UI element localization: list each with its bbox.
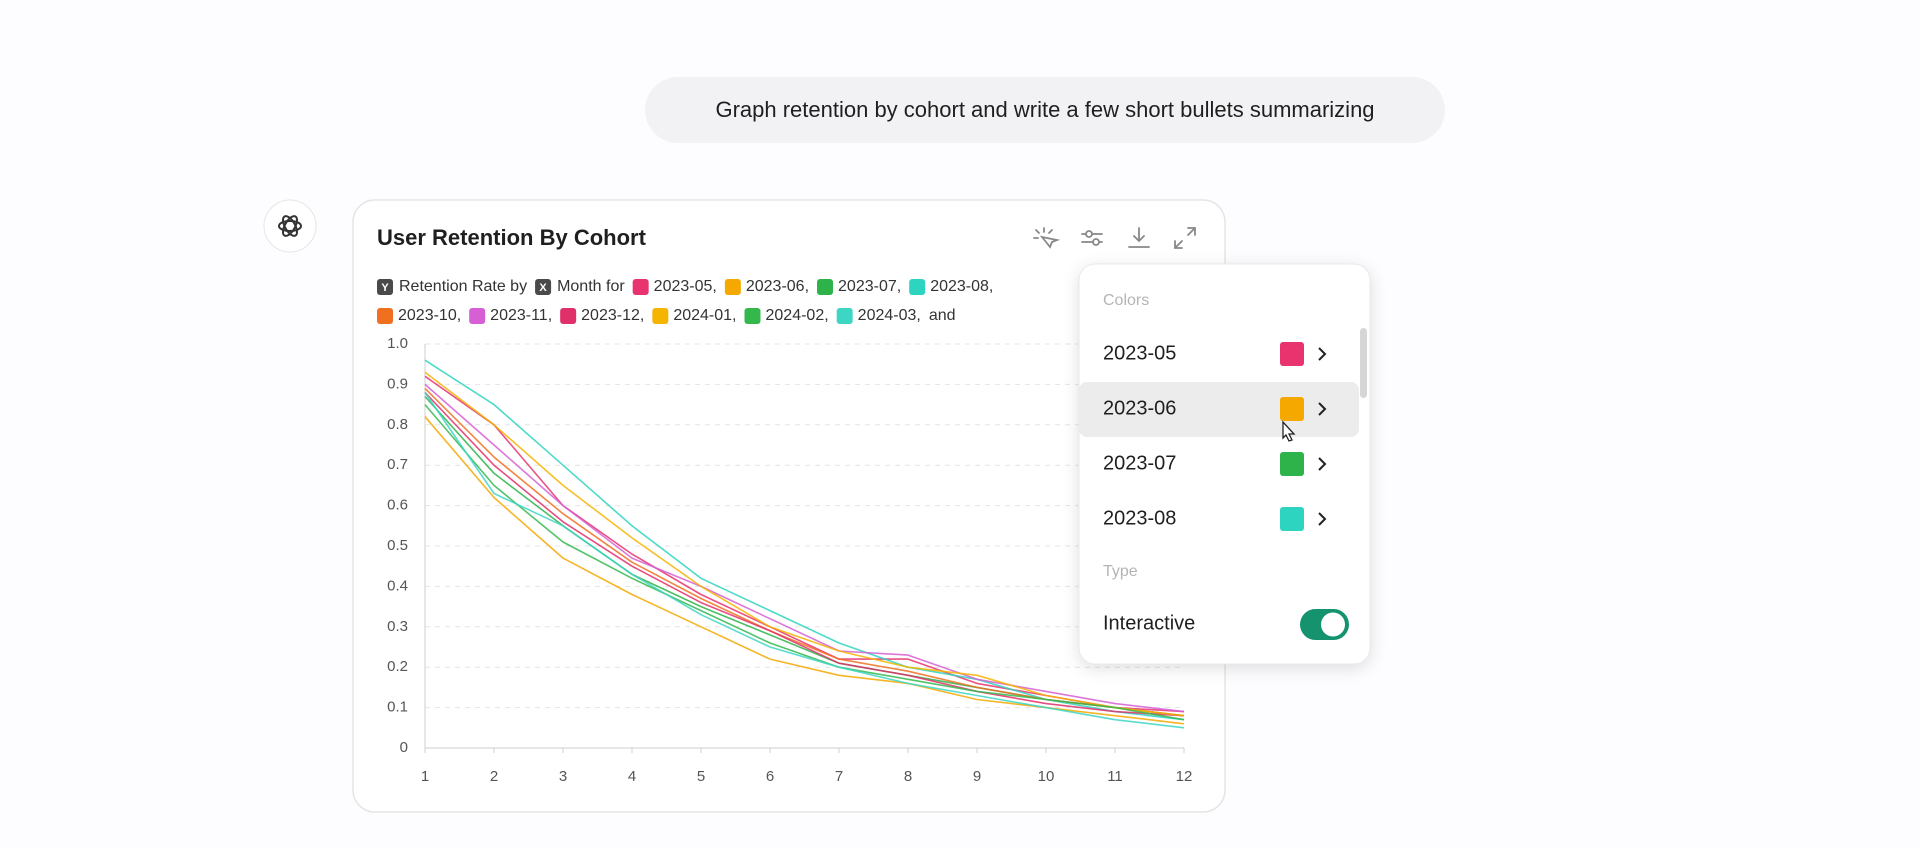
- chevron[interactable]: [1318, 402, 1327, 416]
- color-swatch[interactable]: [1280, 342, 1304, 366]
- cursor: [1282, 420, 1296, 442]
- legend-entry: 2023-07: [838, 278, 897, 295]
- legend-separator: ,: [732, 307, 736, 324]
- legend-entry: 2024-02: [766, 307, 825, 324]
- color-row-label[interactable]: 2023-08: [1103, 507, 1176, 529]
- y-tick-label: 0.2: [387, 658, 408, 675]
- legend-entry: 2024-01: [673, 307, 732, 324]
- legend-entry: 2024-03: [858, 307, 917, 324]
- x-tick-label: 4: [628, 768, 636, 785]
- legend-badge: [535, 279, 552, 295]
- legend-swatch[interactable]: [632, 279, 649, 295]
- legend-swatch[interactable]: [469, 308, 486, 324]
- legend-entry: 2023-06: [746, 278, 805, 295]
- legend-swatch[interactable]: [377, 308, 393, 324]
- series-line: [424, 404, 1185, 721]
- legend-text: Retention Rate by: [399, 278, 527, 295]
- legend-separator: ,: [805, 278, 809, 295]
- x-tick-label: 11: [1107, 768, 1123, 785]
- color-swatch[interactable]: [1280, 507, 1304, 531]
- y-tick-label: 0.6: [387, 497, 408, 514]
- legend-badge-text: Y: [381, 282, 389, 294]
- message-text: Graph retention by cohort and write a fe…: [715, 97, 1374, 122]
- series-line: [424, 371, 1185, 717]
- series-line: [424, 392, 1185, 729]
- legend: Y Retention Rate by X Month for 2023-05, 2023…: [377, 278, 993, 324]
- chevron[interactable]: [1318, 347, 1327, 361]
- legend-separator: ,: [824, 307, 828, 324]
- y-tick-label: 0.4: [387, 577, 408, 594]
- y-tick-label: 0.1: [387, 699, 408, 716]
- legend-entry: 2023-10: [398, 307, 457, 324]
- legend-separator: ,: [916, 307, 920, 324]
- legend-badge: [377, 279, 393, 295]
- y-tick-label: 0: [400, 739, 408, 756]
- popover-section-label: Type: [1103, 563, 1138, 580]
- chart-title: User Retention By Cohort: [377, 225, 647, 250]
- plot: 00.10.20.30.40.50.60.70.80.91.01 2 3 4 5 6 7 8 9…: [387, 335, 1192, 785]
- message-bubble: [645, 77, 1445, 143]
- y-tick-label: 0.8: [387, 416, 408, 433]
- legend-separator: ,: [640, 307, 644, 324]
- x-tick-label: 7: [835, 768, 843, 785]
- y-tick-label: 0.3: [387, 618, 408, 635]
- legend-text: and: [929, 307, 956, 324]
- legend-entry: 2023-08: [930, 278, 989, 295]
- color-row-label[interactable]: 2023-06: [1103, 397, 1176, 419]
- y-tick-label: 1.0: [387, 335, 408, 352]
- x-tick-label: 9: [973, 768, 981, 785]
- legend-entry: 2023-11: [490, 307, 548, 324]
- chevron[interactable]: [1318, 457, 1327, 471]
- legend-swatch[interactable]: [724, 279, 741, 295]
- legend-swatch[interactable]: [744, 308, 761, 324]
- legend-separator: ,: [457, 307, 461, 324]
- y-tick-label: 0.9: [387, 375, 408, 392]
- popover-section-label: Colors: [1103, 292, 1149, 309]
- x-tick-label: 8: [904, 768, 912, 785]
- series-line: [424, 391, 1185, 717]
- download-icon[interactable]: [1128, 227, 1150, 248]
- toggle-knob: [1321, 612, 1345, 637]
- legend-swatch[interactable]: [560, 308, 577, 324]
- x-tick-label: 1: [421, 768, 429, 785]
- x-tick-label: 6: [766, 768, 774, 785]
- avatar-logo: [278, 215, 302, 237]
- y-tick-label: 0.5: [387, 537, 408, 554]
- chart-settings-popover: Colors Type Interactive 2023-05 2023-06 20…: [1078, 263, 1371, 665]
- legend-swatch[interactable]: [817, 279, 834, 295]
- legend-entry: 2023-12: [581, 307, 640, 324]
- chevron[interactable]: [1318, 512, 1327, 526]
- toggle-label: Interactive: [1103, 612, 1195, 634]
- legend-separator: ,: [897, 278, 901, 295]
- y-tick-label: 0.7: [387, 456, 408, 473]
- x-tick-label: 10: [1038, 768, 1055, 785]
- legend-swatch[interactable]: [909, 279, 926, 295]
- legend-separator: ,: [989, 278, 993, 295]
- settings-icon[interactable]: [1081, 230, 1103, 246]
- legend-separator: ,: [548, 307, 552, 324]
- x-tick-label: 12: [1176, 768, 1193, 785]
- expand-icon[interactable]: [1174, 227, 1196, 249]
- scrollbar[interactable]: [1360, 328, 1367, 398]
- legend-entry: 2023-05: [654, 278, 713, 295]
- color-swatch[interactable]: [1280, 397, 1304, 421]
- x-tick-label: 5: [697, 768, 705, 785]
- series-line: [424, 383, 1185, 713]
- color-swatch[interactable]: [1280, 452, 1304, 476]
- row-highlight: [1079, 382, 1359, 437]
- x-tick-label: 3: [559, 768, 567, 785]
- interactive-icon[interactable]: [1033, 227, 1061, 249]
- legend-separator: ,: [712, 278, 716, 295]
- assistant-avatar: [263, 199, 317, 253]
- x-tick-label: 2: [490, 768, 498, 785]
- color-row-label[interactable]: 2023-05: [1103, 342, 1176, 364]
- legend-text: Month for: [557, 278, 625, 295]
- color-row-label[interactable]: 2023-07: [1103, 452, 1176, 474]
- legend-badge-text: X: [539, 282, 547, 294]
- legend-swatch[interactable]: [836, 308, 853, 324]
- legend-swatch[interactable]: [652, 308, 669, 324]
